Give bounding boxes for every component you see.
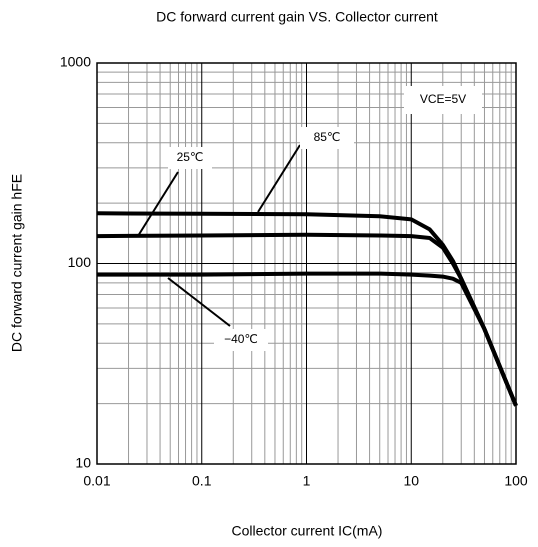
y-tick-label: 10 <box>75 455 91 471</box>
label-box <box>214 329 268 351</box>
leader-line <box>257 144 301 213</box>
y-tick-label: 1000 <box>60 54 91 70</box>
y-tick-label: 100 <box>68 254 92 270</box>
series-line <box>97 271 518 407</box>
x-tick-label: 0.1 <box>192 473 212 489</box>
y-axis-label: DC forward current gain hFE <box>9 174 25 352</box>
plot-border <box>96 62 517 465</box>
leader-line <box>167 277 231 327</box>
label-box <box>168 147 212 169</box>
series-label: −40℃ <box>224 332 258 346</box>
x-tick-label: 1 <box>303 473 311 489</box>
leader-line <box>137 171 179 237</box>
x-axis-label: Collector current IC(mA) <box>232 523 383 539</box>
x-tick-label: 10 <box>403 473 419 489</box>
annotation: VCE=5V <box>420 92 466 106</box>
annotation-box <box>404 86 482 114</box>
series-label: 25℃ <box>177 150 204 164</box>
chart-title: DC forward current gain VS. Collector cu… <box>156 9 438 25</box>
series-label: 85℃ <box>314 130 341 144</box>
x-tick-label: 0.01 <box>83 473 110 489</box>
x-tick-label: 100 <box>504 473 528 489</box>
label-box <box>300 127 354 149</box>
